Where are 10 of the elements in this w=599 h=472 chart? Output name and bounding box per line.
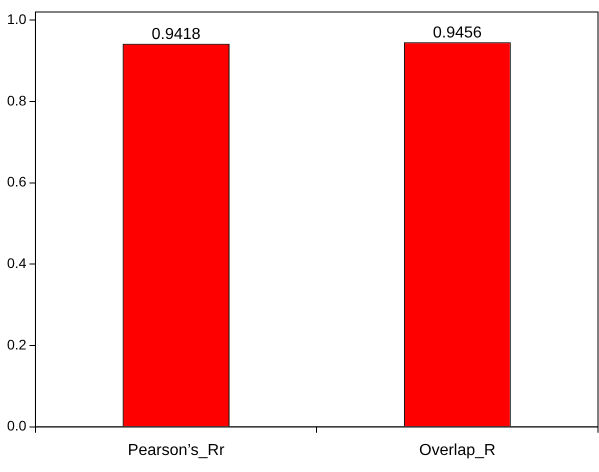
y-tick-label: 1.0 xyxy=(6,10,27,27)
x-tick-label: Overlap_R xyxy=(419,442,496,459)
y-tick-label: 0.0 xyxy=(6,418,27,434)
y-tick-label: 0.2 xyxy=(6,336,27,352)
data-label: 0.9418 xyxy=(152,26,201,44)
data-label: 0.9456 xyxy=(432,24,482,42)
y-tick-label: 0.8 xyxy=(6,92,27,108)
y-tick-label: 0.6 xyxy=(6,174,27,190)
y-tick-label: 0.4 xyxy=(6,254,27,271)
x-tick-label: Pearson’s_Rr xyxy=(128,442,226,459)
